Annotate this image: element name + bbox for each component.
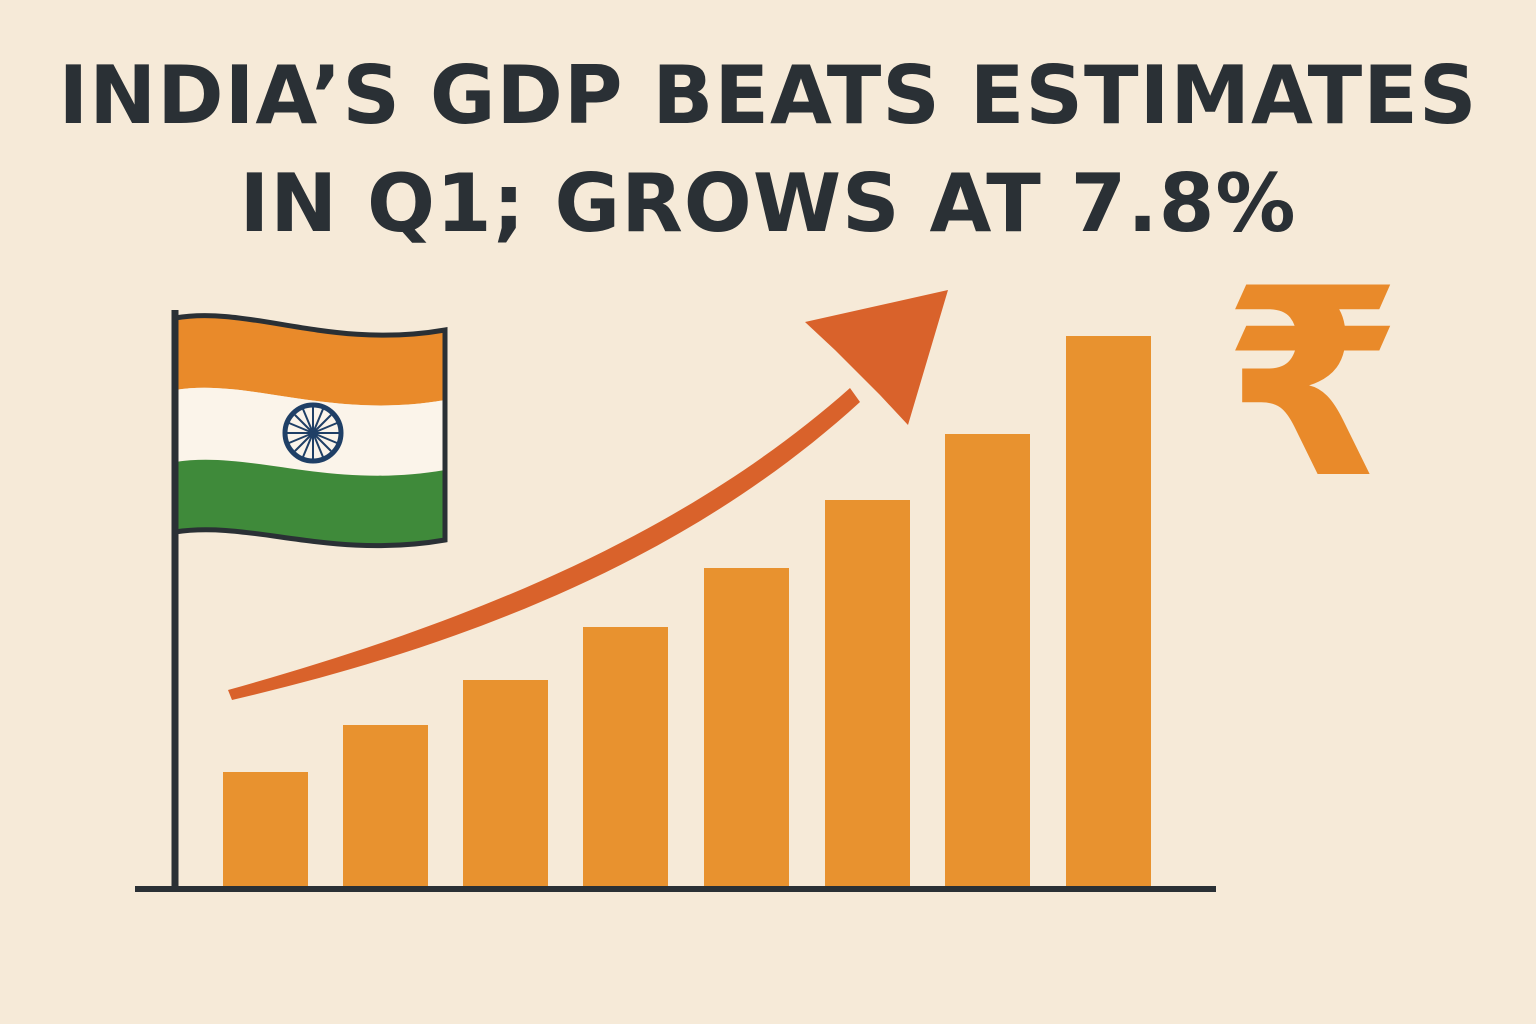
bar-8: [1066, 336, 1151, 887]
bars: [223, 336, 1151, 887]
bar-3: [463, 680, 548, 887]
headline: INDIA’S GDP BEATS ESTIMATES IN Q1; GROWS…: [0, 42, 1536, 258]
rupee-icon: ₹: [1222, 234, 1403, 536]
headline-line-1: INDIA’S GDP BEATS ESTIMATES: [58, 49, 1478, 142]
bar-2: [343, 725, 428, 887]
ashoka-chakra-icon: [282, 402, 344, 464]
trend-up-arrow-icon: [228, 290, 948, 700]
bar-4: [583, 627, 668, 887]
bar-7: [945, 434, 1030, 887]
india-flag-icon: [174, 313, 448, 549]
headline-line-2: IN Q1; GROWS AT 7.8%: [239, 157, 1297, 250]
bar-5: [704, 568, 789, 887]
bar-1: [223, 772, 308, 887]
bar-6: [825, 500, 910, 887]
